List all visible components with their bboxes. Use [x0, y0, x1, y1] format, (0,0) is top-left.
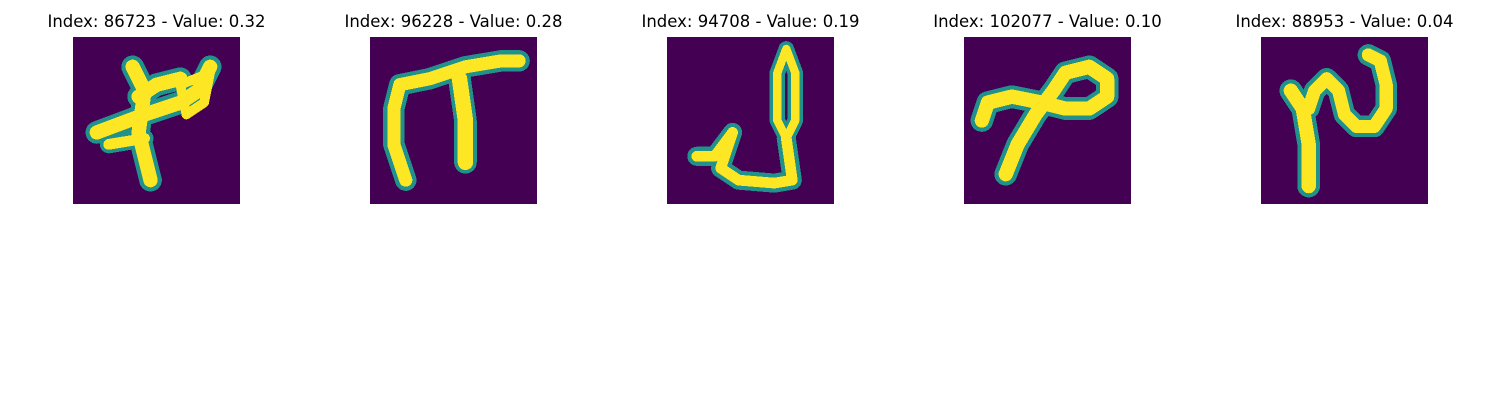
glyph-strokes	[85, 55, 222, 192]
glyph-strokes	[970, 55, 1119, 186]
glyph-image	[667, 37, 834, 204]
panel-title: Index: 96228 - Value: 0.28	[344, 12, 563, 31]
panel-title: Index: 102077 - Value: 0.10	[933, 12, 1162, 31]
panel-title: Index: 94708 - Value: 0.19	[641, 12, 860, 31]
panel-title: Index: 86723 - Value: 0.32	[47, 12, 266, 31]
glyph-image	[73, 37, 240, 204]
sample-panel-5: Index: 88953 - Value: 0.04	[1196, 0, 1493, 210]
glyph-image	[964, 37, 1131, 204]
sample-panel-3: Index: 94708 - Value: 0.19	[602, 0, 899, 210]
sample-panel-4: Index: 102077 - Value: 0.10	[899, 0, 1196, 210]
glyph-strokes	[687, 41, 803, 193]
glyph-strokes	[1279, 44, 1397, 198]
glyph-strokes	[383, 50, 530, 191]
sample-panel-1: Index: 86723 - Value: 0.32	[8, 0, 305, 210]
glyph-image	[370, 37, 537, 204]
sample-panel-2: Index: 96228 - Value: 0.28	[305, 0, 602, 210]
glyph-image	[1261, 37, 1428, 204]
panel-title: Index: 88953 - Value: 0.04	[1235, 12, 1454, 31]
